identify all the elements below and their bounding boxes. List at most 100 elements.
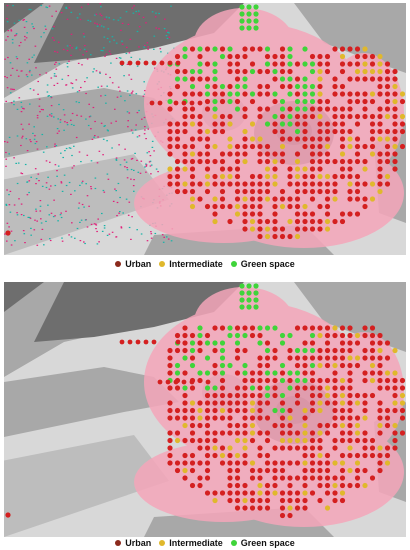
urban-point	[347, 91, 353, 97]
urban-point	[309, 136, 316, 142]
intermediate-point	[249, 226, 256, 232]
intermediate-point	[362, 61, 368, 67]
intermediate-point	[384, 173, 391, 180]
green-space-point	[279, 76, 286, 82]
speckle-dot	[44, 25, 47, 27]
urban-point	[204, 400, 211, 406]
urban-point	[204, 158, 211, 165]
urban-swatch-icon	[115, 540, 122, 546]
green-space-point	[264, 347, 271, 354]
urban-point	[227, 151, 233, 157]
urban-point	[287, 377, 293, 384]
urban-point	[272, 377, 278, 384]
urban-point	[189, 113, 196, 120]
urban-point	[242, 53, 248, 60]
speckle-dot	[46, 84, 49, 86]
urban-point	[279, 460, 286, 466]
urban-point	[287, 203, 293, 210]
urban-point	[354, 452, 361, 459]
urban-point	[324, 400, 331, 406]
speckle-dot	[144, 126, 146, 128]
urban-point	[317, 121, 323, 127]
speckle-dot	[66, 122, 68, 124]
speckle-dot	[39, 111, 41, 113]
urban-point	[212, 83, 218, 90]
urban-point	[257, 46, 263, 52]
urban-point	[347, 158, 353, 165]
speckle-dot	[57, 118, 59, 120]
urban-point	[399, 415, 406, 421]
urban-point	[264, 415, 271, 421]
urban-point	[257, 355, 263, 361]
speckle-dot	[163, 236, 165, 238]
speckle-dot	[86, 58, 89, 60]
speckle-dot	[68, 60, 70, 62]
green-space-point	[294, 370, 301, 376]
intermediate-point	[369, 196, 376, 202]
urban-point	[249, 188, 256, 195]
speckle-dot	[69, 147, 72, 149]
green-space-point	[253, 304, 259, 310]
urban-point	[362, 407, 368, 414]
urban-point	[182, 151, 188, 157]
urban-point	[242, 415, 248, 421]
urban-point	[347, 370, 353, 376]
urban-point	[384, 452, 391, 459]
urban-point	[392, 158, 398, 165]
speckle-dot	[46, 91, 49, 93]
urban-point	[264, 143, 271, 150]
urban-point	[182, 460, 188, 466]
speckle-dot	[149, 155, 152, 157]
intermediate-point	[212, 143, 218, 150]
urban-point	[272, 98, 278, 105]
intermediate-point	[242, 196, 248, 202]
urban-point	[135, 339, 141, 345]
urban-point	[189, 158, 196, 165]
urban-point	[167, 400, 173, 406]
urban-point	[234, 68, 241, 75]
urban-point	[384, 158, 391, 165]
urban-point	[339, 218, 346, 225]
green-space-point	[219, 370, 226, 376]
urban-point	[174, 158, 181, 165]
urban-point	[392, 377, 398, 384]
urban-point	[189, 467, 196, 474]
green-space-point	[279, 362, 286, 369]
urban-point	[151, 339, 157, 345]
intermediate-point	[294, 158, 301, 165]
urban-point	[272, 385, 278, 391]
intermediate-point	[212, 196, 218, 202]
urban-point	[249, 332, 256, 339]
speckle-dot	[35, 208, 37, 210]
green-space-point	[234, 83, 241, 90]
green-space-point	[264, 385, 271, 391]
urban-point	[287, 475, 293, 481]
speckle-dot	[110, 122, 113, 124]
speckle-dot	[45, 186, 48, 189]
speckle-dot	[94, 135, 96, 137]
urban-point	[264, 83, 271, 90]
speckle-dot	[120, 226, 123, 228]
urban-point	[362, 143, 368, 150]
speckle-dot	[61, 78, 64, 80]
speckle-dot	[105, 16, 108, 18]
urban-point	[174, 121, 181, 127]
urban-point	[219, 392, 226, 399]
speckle-dot	[76, 17, 79, 19]
urban-point	[362, 203, 368, 210]
speckle-dot	[103, 26, 105, 28]
green-space-point	[246, 4, 252, 10]
urban-point	[332, 370, 338, 376]
green-space-point	[239, 18, 245, 24]
green-space-point	[227, 98, 233, 105]
speckle-dot	[92, 71, 94, 73]
intermediate-point	[332, 362, 338, 369]
speckle-dot	[10, 230, 13, 232]
speckle-dot	[125, 52, 128, 55]
urban-point	[257, 233, 263, 240]
speckle-dot	[123, 159, 126, 161]
urban-point	[302, 218, 308, 225]
speckle-dot	[14, 240, 16, 242]
speckle-dot	[22, 128, 24, 130]
urban-point	[174, 467, 181, 474]
